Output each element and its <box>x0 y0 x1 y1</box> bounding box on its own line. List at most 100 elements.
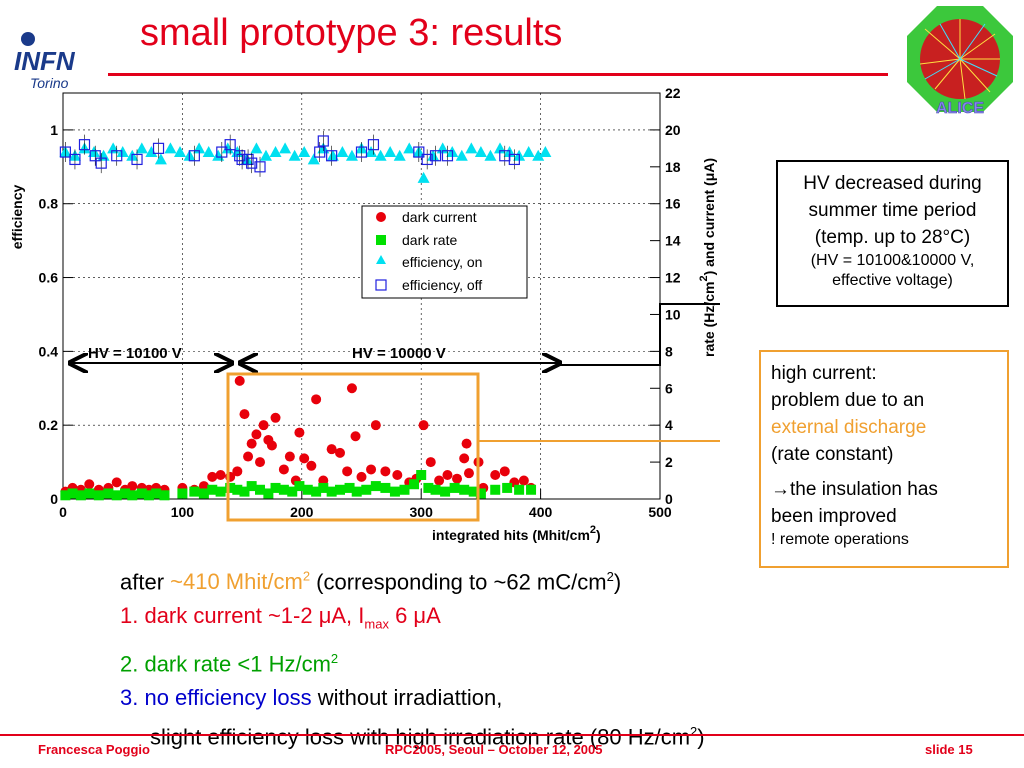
y-left-tick-label: 0.4 <box>39 343 59 359</box>
dark-rate-point <box>423 482 434 493</box>
dark-current-point <box>294 427 305 438</box>
dark-current-point <box>84 479 95 490</box>
hv-note-box: HV decreased during summer time period (… <box>776 160 1009 307</box>
after-end: ) <box>613 569 622 595</box>
y-right-tick-label: 22 <box>665 85 681 101</box>
y-axis-right-label-sup: 2 <box>698 275 710 281</box>
dark-rate-point <box>344 482 355 493</box>
dark-rate-point <box>75 490 86 501</box>
dark-rate-point <box>177 488 188 499</box>
dark-rate-point <box>143 490 154 501</box>
dark-rate-point <box>159 490 170 501</box>
dark-rate-point <box>103 488 114 499</box>
dark-rate-point <box>93 490 104 501</box>
alice-logo-text: ALICE <box>936 100 984 116</box>
dark-rate-point <box>278 484 289 495</box>
dark-current-point <box>335 447 346 458</box>
dark-current-point <box>270 412 281 423</box>
eff-on-point <box>336 146 349 158</box>
eff-on-point <box>269 146 282 158</box>
after-value-sup: 2 <box>302 569 311 584</box>
legend-marker-eff-off <box>375 279 387 291</box>
hv-note-connector <box>560 303 720 366</box>
x-tick-label: 500 <box>648 504 672 520</box>
b4-text: slight efficiency loss with high irradia… <box>150 724 691 750</box>
eff-on-point <box>465 142 478 154</box>
eff-on-point <box>326 149 339 161</box>
eff-on-point <box>250 142 263 154</box>
eff-on-point <box>259 149 272 161</box>
current-line3: external discharge <box>771 417 927 438</box>
dark-current-point <box>215 470 226 481</box>
eff-off-point <box>89 150 101 162</box>
eff-on-point <box>522 146 535 158</box>
y-right-tick-label: 12 <box>665 270 681 286</box>
eff-off-point <box>246 157 258 169</box>
hv-note-line3: (temp. up to 28°C) <box>814 227 971 248</box>
y-axis-right-label: rate (Hz/cm2) and current (μA) <box>698 158 717 357</box>
eff-on-point <box>403 142 416 154</box>
eff-on-point <box>135 142 148 154</box>
dark-rate-point <box>84 488 95 499</box>
b2-text: 2. dark rate <1 Hz/cm <box>120 651 331 677</box>
eff-off-point <box>441 150 454 162</box>
title-underline <box>108 73 888 76</box>
eff-off-point <box>111 150 123 162</box>
dark-current-point <box>266 440 277 451</box>
eff-on-point <box>298 146 311 158</box>
footer-event: RPC2005, Seoul – October 12, 2005 <box>385 742 603 757</box>
eff-off-point <box>78 139 91 151</box>
eff-off-point <box>234 150 246 162</box>
y-right-tick-label: 10 <box>665 306 681 322</box>
eff-on-point <box>221 142 234 154</box>
b1-prefix: 1. dark current ~1-2 μA, I <box>120 603 365 629</box>
alice-logo-tracks <box>919 19 1000 100</box>
dark-rate-point <box>502 482 513 493</box>
y-left-tick-label: 0.2 <box>39 417 59 433</box>
x-axis-label: integrated hits (Mhit/cm2) <box>432 524 601 543</box>
dark-rate-point <box>490 484 501 495</box>
summary-item-2: 2. dark rate <1 Hz/cm2 <box>120 642 705 681</box>
y-right-tick-label: 14 <box>665 233 681 249</box>
hv-annotations: HV = 10100 V HV = 10000 V <box>70 345 560 363</box>
b4-end: ) <box>697 724 705 750</box>
dark-current-point <box>278 464 289 475</box>
dark-rate-point <box>198 488 209 499</box>
hv1-label: HV = 10100 V <box>88 345 182 362</box>
x-axis-label-end: ) <box>596 527 601 543</box>
dark-rate-point <box>370 481 381 492</box>
dark-rate-point <box>409 479 420 490</box>
dark-current-point <box>459 453 470 464</box>
y-left-tick-label: 0 <box>50 491 58 507</box>
y-left-tick-label: 0.8 <box>39 196 59 212</box>
legend-entry-dark-current: dark current <box>402 209 477 225</box>
dark-current-point <box>434 475 445 486</box>
current-line1: high current: <box>771 363 877 384</box>
dark-rate-point <box>389 486 400 497</box>
b3-rest: without irradiattion, <box>311 685 503 711</box>
eff-on-point <box>345 149 358 161</box>
alice-logo-tracks-2 <box>924 23 998 80</box>
dark-rate-point <box>287 486 298 497</box>
y-axis-right-label-end: ) and current (μA) <box>701 158 717 275</box>
dark-rate-point <box>526 484 537 495</box>
dark-current-point <box>350 431 361 442</box>
eff-on-point <box>174 146 187 158</box>
dark-current-point <box>356 471 367 482</box>
b1-sub: max <box>364 616 389 632</box>
x-tick-label: 100 <box>171 504 195 520</box>
current-line4: (rate constant) <box>771 444 894 465</box>
x-axis-label-sup: 2 <box>590 524 596 536</box>
legend-frame <box>361 205 528 299</box>
dark-rate-point <box>514 484 525 495</box>
legend-marker-dark-current <box>376 212 386 222</box>
dark-current-point <box>299 453 310 464</box>
eff-on-point <box>116 146 129 158</box>
dark-current-point <box>518 475 529 486</box>
after-suffix-sup: 2 <box>606 569 614 584</box>
eff-on-point <box>393 149 406 161</box>
dark-rate-point <box>430 484 441 495</box>
eff-on-point <box>202 146 215 158</box>
eff-off-point <box>131 153 143 166</box>
infn-logo: INFN Torino <box>14 32 76 91</box>
